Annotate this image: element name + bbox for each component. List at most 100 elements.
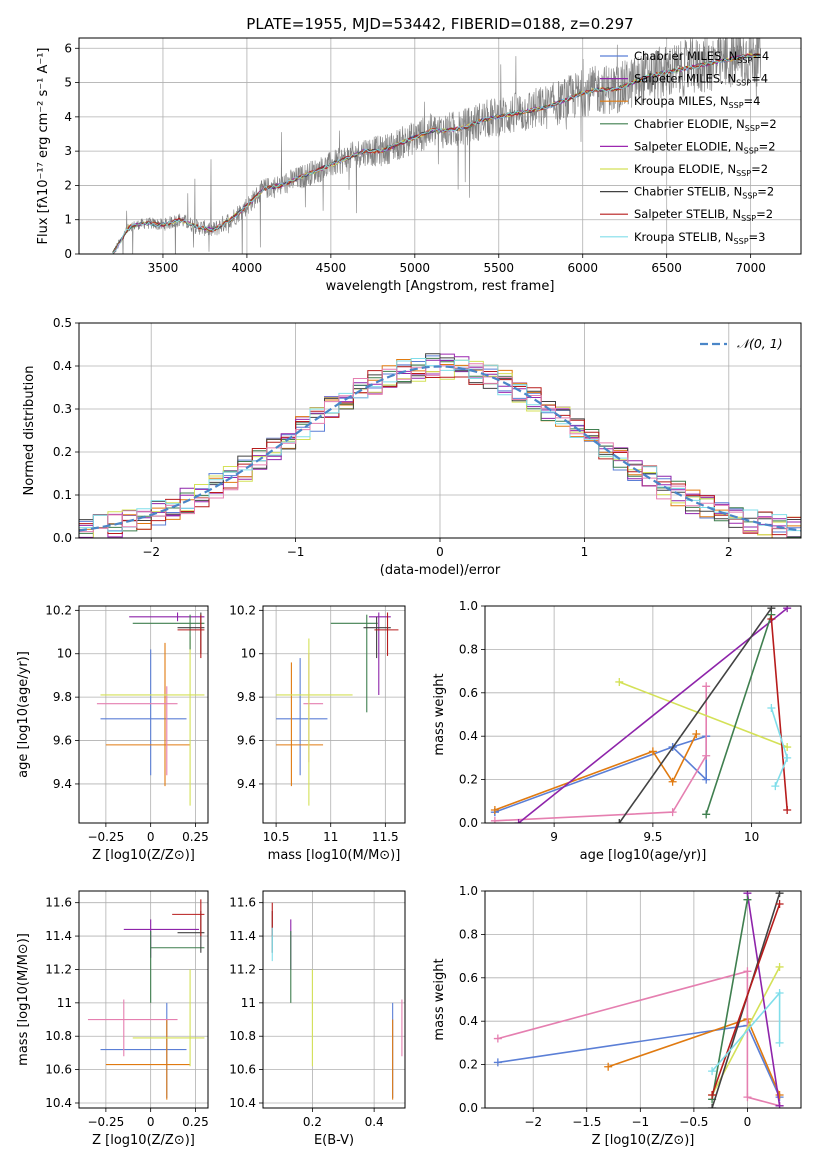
y-tick-label: 0.4 xyxy=(459,1014,478,1028)
y-tick-label: 9.6 xyxy=(53,734,72,748)
y-tick-label: 0.4 xyxy=(459,729,478,743)
plus-marker xyxy=(490,816,499,823)
histogram-plot xyxy=(79,353,801,538)
y-axis-label: mass weight xyxy=(432,958,447,1040)
mass_weight_vs_Z-lines xyxy=(493,891,784,1108)
plus-marker xyxy=(702,775,711,784)
x-tick-label: −1 xyxy=(287,545,305,559)
plus-marker xyxy=(767,606,776,613)
legend-entry: Chabrier STELIB, NSSP=2 xyxy=(634,185,774,201)
plus-marker xyxy=(493,1034,502,1043)
legend-entry: Chabrier ELODIE, NSSP=2 xyxy=(634,117,777,133)
x-tick-label: 0.2 xyxy=(303,1115,322,1129)
mass_weight_vs_age-lines xyxy=(490,606,792,823)
y-tick-label: 4 xyxy=(64,110,72,124)
x-tick-label: 7000 xyxy=(735,261,766,275)
y-tick-label: 1.0 xyxy=(459,884,478,898)
y-tick-label: 0.3 xyxy=(53,402,72,416)
plus-marker xyxy=(783,805,792,814)
x-tick-label: −2 xyxy=(142,545,160,559)
spectrum-legend: Chabrier MILES, NSSP=4 Salpeter MILES, NS… xyxy=(600,49,777,246)
x-tick-label: 0.25 xyxy=(182,1115,209,1129)
x-tick-label: 2 xyxy=(725,545,733,559)
y-tick-label: 1 xyxy=(64,213,72,227)
y-tick-label: 3 xyxy=(64,144,72,158)
plus-marker xyxy=(743,1093,752,1102)
x-axis-label: age [log10(age/yr)] xyxy=(580,848,707,863)
plus-marker xyxy=(775,900,784,909)
y-tick-label: 0.1 xyxy=(53,488,72,502)
x-tick-label: 0 xyxy=(436,545,444,559)
figure-title: PLATE=1955, MJD=53442, FIBERID=0188, z=0… xyxy=(246,15,633,33)
mass-weight-line xyxy=(705,614,773,815)
gaussian-curve xyxy=(79,365,801,532)
mass-weight-line xyxy=(497,970,780,1107)
y-tick-label: 10.8 xyxy=(229,1029,256,1043)
y-tick-label: 5 xyxy=(64,76,72,90)
legend-entry: Kroupa ELODIE, NSSP=2 xyxy=(634,162,768,178)
x-tick-label: 9.5 xyxy=(643,830,662,844)
x-tick-label: 0 xyxy=(147,830,155,844)
y-axis-label: Normed distribution xyxy=(22,366,37,496)
x-tick-label: 0.25 xyxy=(182,830,209,844)
y-tick-label: 0.2 xyxy=(459,1058,478,1072)
plus-marker xyxy=(615,819,624,823)
mass-weight-line xyxy=(770,618,788,811)
x-tick-label: 9 xyxy=(550,830,558,844)
y-tick-label: 10.2 xyxy=(45,603,72,617)
plus-marker xyxy=(783,753,792,762)
x-tick-label: 4500 xyxy=(316,261,347,275)
y-tick-label: 10.2 xyxy=(229,603,256,617)
axes-frame xyxy=(262,890,406,1109)
y-tick-label: 11.6 xyxy=(45,896,72,910)
y-tick-label: 11.2 xyxy=(229,962,256,976)
plus-marker xyxy=(767,703,776,712)
y-tick-label: 9.4 xyxy=(53,777,72,791)
residuals-axes: −2 −1 0 1 2 0.0 0.1 0.2 0.3 0.4 0.5 (data-model)/er… xyxy=(22,316,801,578)
y-tick-label: 0.0 xyxy=(459,816,478,830)
plus-marker xyxy=(775,962,784,971)
age_vs_Z-axes: −0.25 0 0.25 9.4 9.6 9.8 10 10.2 Z [log10(Z/Z⊙)]… xyxy=(16,603,209,863)
x-tick-label: 5000 xyxy=(400,261,431,275)
plus-marker xyxy=(702,810,711,819)
legend-entry: Chabrier MILES, NSSP=4 xyxy=(634,49,769,65)
y-axis-label: mass [log10(M/M⊙)] xyxy=(16,933,31,1066)
y-tick-label: 9.6 xyxy=(237,734,256,748)
legend-entry: Salpeter STELIB, NSSP=2 xyxy=(634,207,773,223)
x-tick-label: 10.5 xyxy=(263,830,290,844)
plus-marker xyxy=(783,606,792,613)
histogram-step xyxy=(79,366,801,536)
x-tick-label: 1 xyxy=(581,545,589,559)
plus-marker xyxy=(743,895,752,904)
x-tick-label: −1.5 xyxy=(572,1115,601,1129)
plus-marker xyxy=(767,615,776,624)
x-tick-label: 5500 xyxy=(483,261,514,275)
legend-entry: Kroupa STELIB, NSSP=3 xyxy=(634,230,765,246)
plus-marker xyxy=(668,777,677,786)
y-tick-label: 11 xyxy=(241,996,256,1010)
x-tick-label: 0 xyxy=(744,1115,752,1129)
y-tick-label: 0.5 xyxy=(53,316,72,330)
y-tick-label: 2 xyxy=(64,178,72,192)
y-axis-label: mass weight xyxy=(432,673,447,755)
mass-weight-line xyxy=(711,903,781,1096)
mass_vs_Z-axes: −0.25 0 0.25 10.4 10.6 10.8 11 11.2 11.4 11.6 Z [l… xyxy=(16,891,209,1148)
x-tick-label: −0.25 xyxy=(87,830,124,844)
y-tick-label: 0.6 xyxy=(459,971,478,985)
axes-frame xyxy=(78,37,802,255)
axes-frame xyxy=(78,890,209,1109)
y-tick-label: 11.4 xyxy=(229,929,256,943)
histogram-step xyxy=(79,353,801,530)
y-tick-label: 0.0 xyxy=(53,531,72,545)
observed-spectrum xyxy=(112,38,761,254)
y-tick-label: 0.8 xyxy=(459,927,478,941)
axes-frame xyxy=(78,322,802,539)
y-tick-label: 10.6 xyxy=(229,1063,256,1077)
mass_vs_ebv-points xyxy=(271,902,403,1100)
x-tick-label: 6500 xyxy=(651,261,682,275)
y-tick-label: 0 xyxy=(64,247,72,261)
y-tick-label: 0.6 xyxy=(459,686,478,700)
x-axis-label: mass [log10(M/M⊙)] xyxy=(268,848,401,863)
x-tick-label: 0 xyxy=(147,1115,155,1129)
plus-marker xyxy=(775,1101,784,1108)
